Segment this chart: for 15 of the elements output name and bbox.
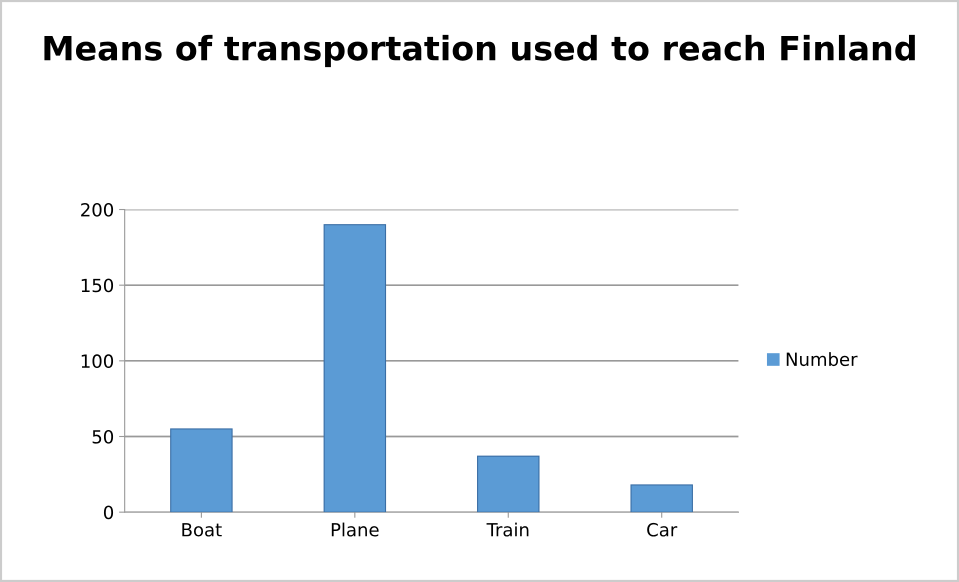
y-tick-label: 150 — [82, 278, 114, 292]
y-tick-label: 0 — [104, 506, 114, 520]
x-tick-label: Boat — [182, 523, 222, 537]
y-tick-label: 200 — [81, 202, 114, 217]
bar — [324, 224, 386, 512]
legend-label: Number — [786, 352, 858, 366]
y-tick-label: 100 — [82, 354, 114, 368]
x-tick-label: Plane — [332, 522, 379, 537]
y-tick-label: 50 — [92, 430, 114, 444]
chart-title: Means of transportation used to reach Finland — [44, 34, 915, 68]
x-tick-label: Train — [486, 522, 528, 537]
x-tick-label: Car — [647, 522, 678, 537]
bar — [477, 456, 540, 512]
bar — [170, 428, 233, 512]
bar — [630, 484, 693, 512]
